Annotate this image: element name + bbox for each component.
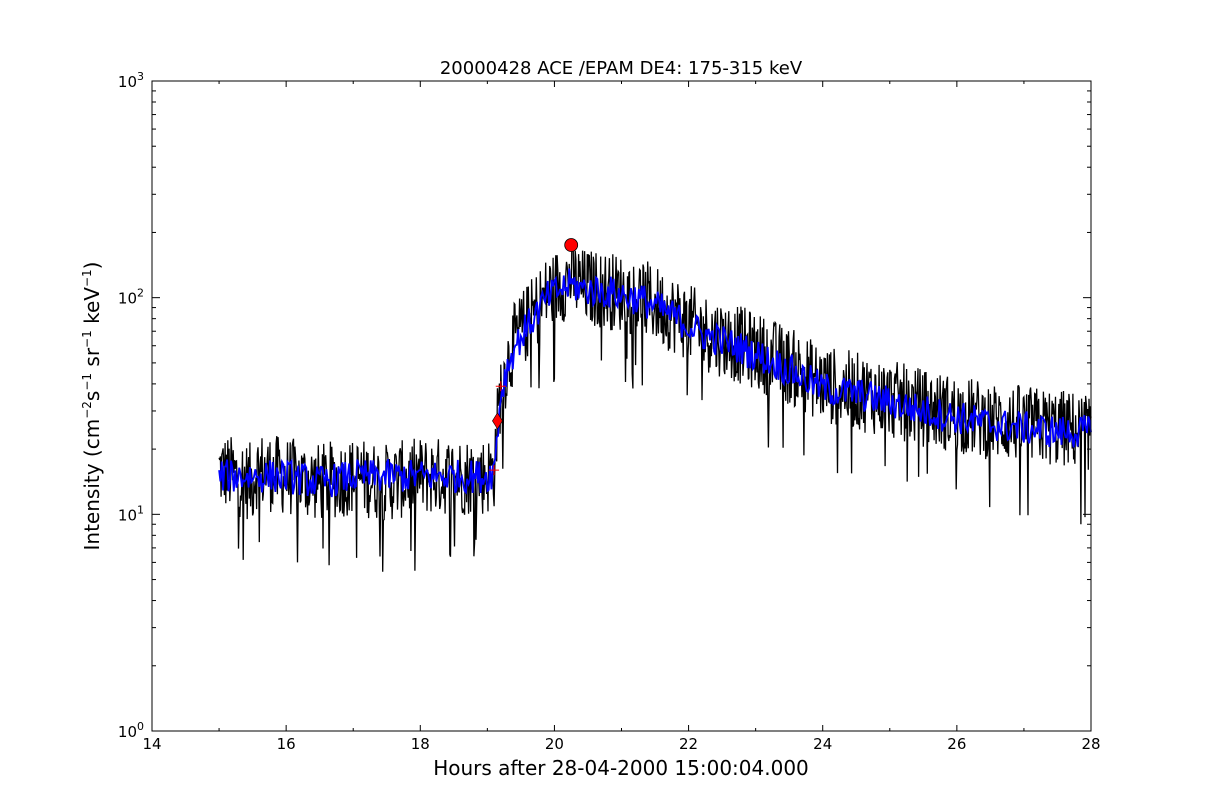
plus-marker-4 (489, 465, 500, 476)
onset-marker-diamond (492, 412, 503, 430)
y-tick-label: 102 (118, 287, 144, 308)
x-tick-label: 28 (1081, 735, 1100, 753)
x-tick-label: 20 (545, 735, 564, 753)
y-tick-label: 103 (118, 70, 144, 91)
x-axis-label: Hours after 28-04-2000 15:00:04.000 (433, 756, 809, 780)
chart-title: 20000428 ACE /EPAM DE4: 175-315 keV (440, 58, 803, 79)
x-tick-label: 24 (813, 735, 832, 753)
y-tick-label: 101 (118, 503, 144, 524)
plot-area: 14 16 18 20 22 24 26 28 100 101 102 103 (118, 70, 1101, 753)
y-axis-label: Intensity (cm−2s−1 sr−1 keV−1) (80, 262, 104, 551)
x-tick-label: 14 (142, 735, 161, 753)
x-tick-label: 26 (947, 735, 966, 753)
series-2-line (218, 268, 1092, 498)
x-tick-label: 18 (411, 735, 430, 753)
y-axis-label-text: Intensity (cm−2s−1 sr−1 keV−1) (80, 262, 104, 551)
x-tick-label: 16 (277, 735, 296, 753)
peak-marker-circle (564, 238, 579, 252)
series-1-line (218, 240, 1092, 572)
x-tick-label: 22 (679, 735, 698, 753)
y-tick-label: 100 (118, 720, 144, 741)
plus-marker-3 (495, 381, 506, 392)
